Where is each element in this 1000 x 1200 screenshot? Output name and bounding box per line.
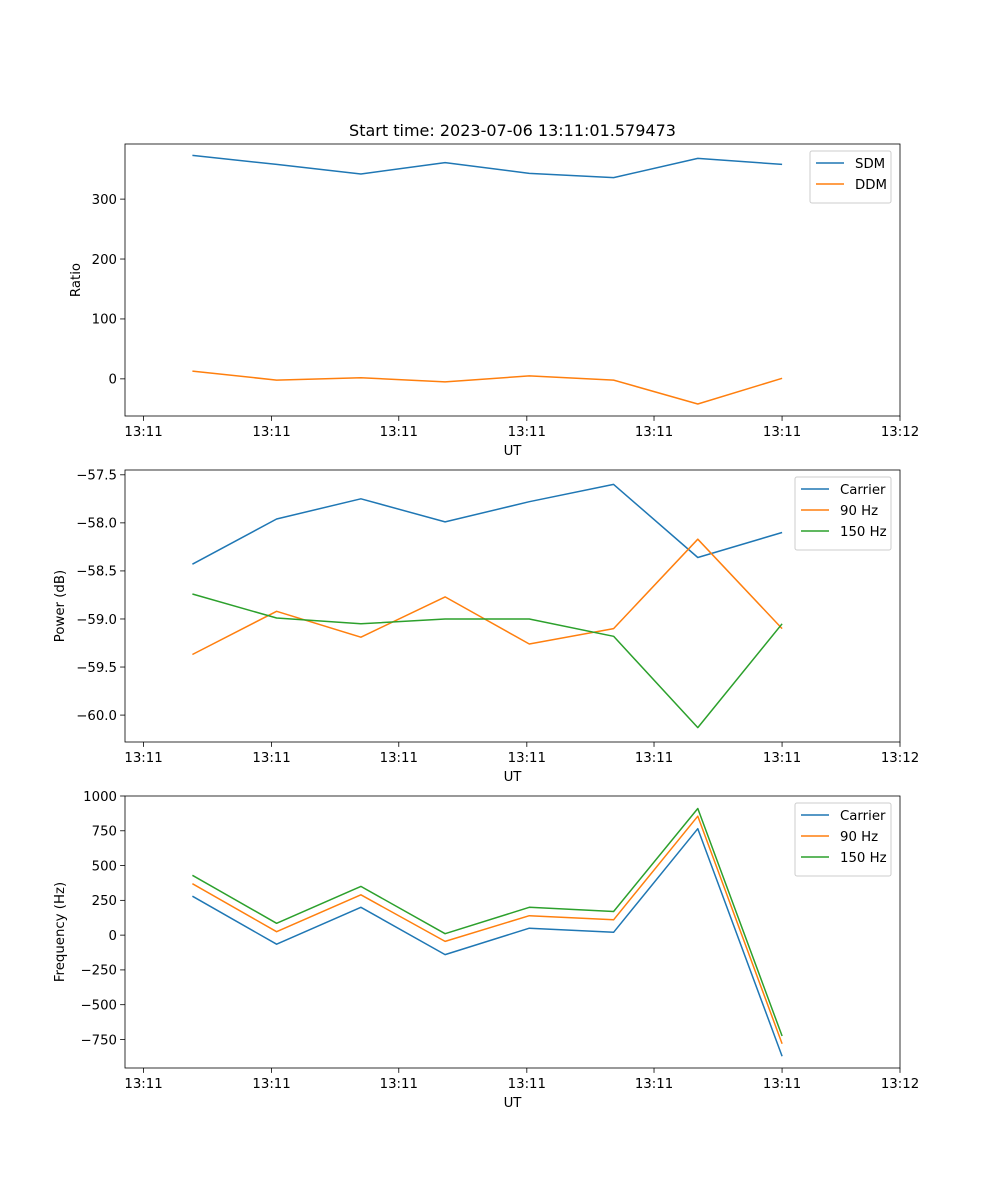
x-tick-label: 13:11 [252, 425, 290, 440]
legend-label: 150 Hz [840, 525, 887, 540]
series-line-ddm [192, 370, 783, 405]
y-tick-label: −58.5 [76, 565, 117, 580]
x-tick-label: 13:11 [252, 751, 290, 766]
x-tick-label: 13:11 [124, 1077, 162, 1092]
subplot-1: 13:11 13:11 13:11 13:11 13:11 13:11 13:12 0 100 2… [69, 143, 919, 459]
x-tick-label: 13:12 [881, 751, 919, 766]
y-tick-label: 0 [109, 929, 117, 944]
x-tick-label: 13:11 [124, 425, 162, 440]
series-line-150-hz [192, 593, 783, 729]
y-axis-label: Frequency (Hz) [53, 882, 68, 982]
y-tick-label: −60.0 [76, 709, 117, 724]
legend-label: Carrier [840, 809, 886, 824]
y-tick-label: 200 [92, 253, 117, 268]
y-tick-label: −59.0 [76, 613, 117, 628]
series-line-90-hz [192, 538, 783, 656]
legend-label: 90 Hz [840, 830, 878, 845]
series-line-150-hz [192, 807, 783, 1037]
x-axis-label: UT [504, 1096, 523, 1111]
series-line-carrier [192, 827, 783, 1057]
x-tick-label: 13:11 [380, 1077, 418, 1092]
x-tick-label: 13:11 [380, 751, 418, 766]
y-tick-label: −500 [80, 998, 117, 1013]
x-tick-label: 13:11 [380, 425, 418, 440]
y-tick-label: 100 [92, 313, 117, 328]
series-line-carrier [192, 483, 783, 565]
legend: Carrier 90 Hz 150 Hz [794, 476, 892, 551]
x-tick-label: 13:11 [763, 1077, 801, 1092]
y-tick-label: 1000 [83, 790, 117, 805]
axes-frame [124, 795, 901, 1069]
x-tick-label: 13:12 [881, 1077, 919, 1092]
legend-label: DDM [855, 178, 887, 193]
axes-frame [124, 469, 901, 743]
series-line-90-hz [192, 815, 783, 1044]
x-tick-label: 13:11 [635, 425, 673, 440]
x-tick-label: 13:11 [635, 1077, 673, 1092]
legend-box [809, 150, 892, 204]
x-tick-label: 13:12 [881, 425, 919, 440]
x-axis-label: UT [504, 444, 523, 459]
x-tick-label: 13:11 [508, 751, 546, 766]
figure-title: Start time: 2023-07-06 13:11:01.579473 [349, 121, 676, 140]
y-tick-label: −58.0 [76, 517, 117, 532]
x-tick-label: 13:11 [763, 751, 801, 766]
series-line-sdm [192, 154, 783, 179]
y-axis-label: Power (dB) [53, 570, 68, 642]
y-axis-label: Ratio [69, 263, 84, 297]
x-tick-label: 13:11 [124, 751, 162, 766]
y-tick-label: −57.5 [76, 469, 117, 484]
subplot-3: 13:11 13:11 13:11 13:11 13:11 13:11 13:12 −750 −… [53, 790, 919, 1111]
x-tick-label: 13:11 [508, 425, 546, 440]
x-tick-label: 13:11 [508, 1077, 546, 1092]
legend-label: SDM [855, 157, 885, 172]
y-tick-label: 750 [92, 825, 117, 840]
y-tick-label: −750 [80, 1033, 117, 1048]
y-tick-label: 0 [109, 373, 117, 388]
y-tick-label: −250 [80, 964, 117, 979]
x-tick-label: 13:11 [763, 425, 801, 440]
x-tick-label: 13:11 [252, 1077, 290, 1092]
legend: Carrier 90 Hz 150 Hz [794, 802, 892, 877]
x-tick-label: 13:11 [635, 751, 673, 766]
y-tick-label: 300 [92, 193, 117, 208]
y-tick-label: 500 [92, 859, 117, 874]
subplot-2: 13:11 13:11 13:11 13:11 13:11 13:11 13:12 −60.0… [53, 469, 919, 785]
y-tick-label: 250 [92, 894, 117, 909]
y-tick-label: −59.5 [76, 661, 117, 676]
legend-label: 90 Hz [840, 504, 878, 519]
axes-frame [124, 143, 901, 417]
x-axis-label: UT [504, 770, 523, 785]
legend-label: Carrier [840, 483, 886, 498]
plots: 13:11 13:11 13:11 13:11 13:11 13:11 13:12 0 100 2… [53, 143, 919, 1111]
legend: SDM DDM [809, 150, 892, 204]
legend-label: 150 Hz [840, 851, 887, 866]
